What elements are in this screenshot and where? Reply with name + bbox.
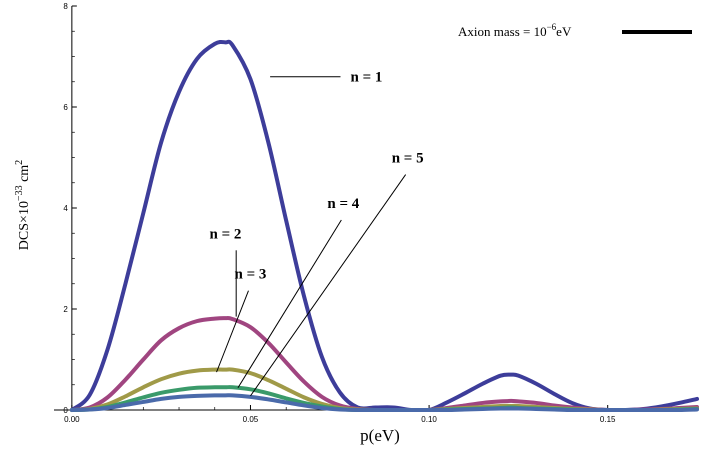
x-axis-label: p(eV) (360, 426, 400, 445)
annotation-label: n = 2 (210, 226, 242, 242)
annotation-leader (237, 219, 342, 389)
x-tick-label: 0.15 (600, 415, 616, 424)
annotation-label: n = 4 (327, 196, 359, 212)
axis-labels: p(eV) DCS×10−33 cm2 (14, 160, 400, 445)
y-tick-label: 6 (63, 103, 68, 112)
series-layer (69, 39, 699, 412)
axes: 0 2 4 6 8 0.00 0.05 0.10 0.15 (54, 2, 697, 424)
annotation-leader (216, 290, 249, 373)
y-tick-label: 0 (63, 406, 68, 415)
annotation-layer: n = 1 n = 2 n = 3 n = 4 n = 5 (210, 70, 424, 397)
annotation-label: n = 5 (392, 151, 424, 167)
series-line-n2 (69, 316, 699, 412)
x-tick-label: 0.05 (243, 415, 259, 424)
series-line-n5 (69, 393, 699, 412)
x-tick-label: 0.10 (421, 415, 437, 424)
y-tick-label: 4 (63, 204, 68, 213)
y-tick-label: 2 (63, 305, 68, 314)
y-axis-label: DCS×10−33 cm2 (14, 160, 32, 250)
annotation-leader (250, 174, 407, 397)
legend: Axion mass = 10−6eV (458, 22, 692, 39)
series-line-n3 (69, 367, 699, 412)
x-tick-label: 0.00 (64, 415, 80, 424)
annotation-label: n = 1 (350, 70, 382, 86)
y-tick-label: 8 (63, 2, 68, 11)
annotation-label: n = 3 (235, 267, 267, 283)
legend-label: Axion mass = 10−6eV (458, 22, 572, 39)
series-line-n1 (69, 39, 699, 412)
